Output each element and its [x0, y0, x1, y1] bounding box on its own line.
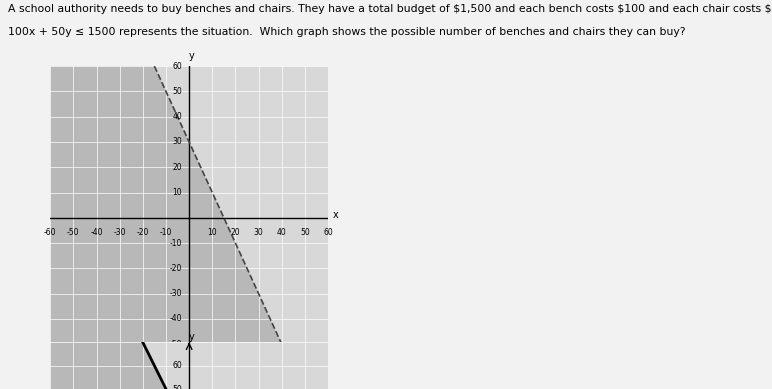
- Text: 60: 60: [323, 228, 333, 237]
- Text: 10: 10: [173, 188, 182, 197]
- Text: A school authority needs to buy benches and chairs. They have a total budget of : A school authority needs to buy benches …: [8, 4, 772, 14]
- Text: -50: -50: [67, 228, 80, 237]
- Text: -30: -30: [170, 289, 182, 298]
- Text: -40: -40: [90, 228, 103, 237]
- Text: x: x: [333, 210, 338, 220]
- Text: 10: 10: [208, 228, 217, 237]
- Text: 60: 60: [172, 361, 182, 370]
- Text: 100x + 50y ≤ 1500 represents the situation.  Which graph shows the possible numb: 100x + 50y ≤ 1500 represents the situati…: [8, 27, 686, 37]
- Text: 60: 60: [172, 61, 182, 71]
- Text: -50: -50: [170, 340, 182, 349]
- Text: -20: -20: [170, 264, 182, 273]
- Text: -60: -60: [44, 228, 56, 237]
- Text: -10: -10: [160, 228, 172, 237]
- Text: 30: 30: [172, 137, 182, 147]
- Text: -40: -40: [170, 314, 182, 324]
- Text: -30: -30: [113, 228, 126, 237]
- Text: 50: 50: [172, 384, 182, 389]
- Text: 50: 50: [172, 87, 182, 96]
- Text: 20: 20: [173, 163, 182, 172]
- Text: y: y: [188, 332, 195, 342]
- Text: y: y: [188, 51, 195, 61]
- Text: 50: 50: [300, 228, 310, 237]
- Text: 30: 30: [254, 228, 263, 237]
- Text: -60: -60: [170, 365, 182, 374]
- Polygon shape: [50, 66, 328, 370]
- Text: 20: 20: [231, 228, 240, 237]
- Text: -20: -20: [137, 228, 149, 237]
- Text: 40: 40: [277, 228, 286, 237]
- Text: -10: -10: [170, 238, 182, 248]
- Text: 40: 40: [172, 112, 182, 121]
- Polygon shape: [50, 342, 328, 389]
